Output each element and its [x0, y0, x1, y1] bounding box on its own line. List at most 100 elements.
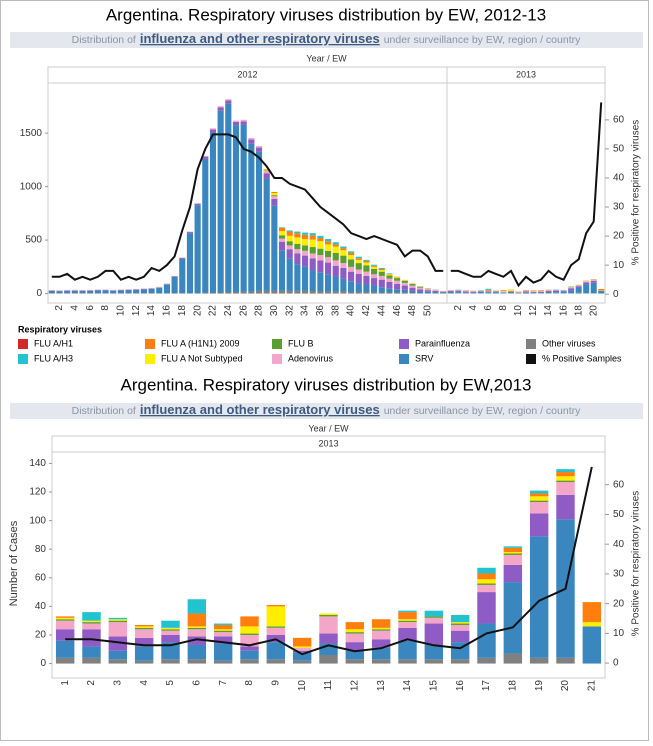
- bar-segment: [164, 284, 170, 293]
- bar-segment: [294, 264, 300, 291]
- bar-segment: [504, 654, 522, 664]
- bar-segment: [425, 292, 431, 293]
- bar-segment: [356, 258, 362, 260]
- bar-segment: [346, 629, 364, 632]
- bar-segment: [409, 293, 415, 294]
- bar-segment: [325, 274, 331, 291]
- bar-segment: [508, 291, 514, 292]
- bar-segment: [79, 293, 85, 294]
- bar-segment: [118, 290, 124, 293]
- bar-segment: [402, 286, 408, 290]
- bar-segment: [56, 618, 74, 619]
- bar-segment: [379, 272, 385, 276]
- bar-segment: [500, 293, 506, 294]
- bar-segment: [333, 276, 339, 291]
- x-tick-label: 7: [218, 680, 229, 686]
- bar-segment: [210, 128, 216, 129]
- bar-segment: [135, 625, 153, 626]
- bar-segment: [556, 476, 574, 480]
- bar-segment: [425, 293, 431, 294]
- bar-segment: [233, 121, 239, 122]
- bar-segment: [188, 628, 206, 629]
- bar-segment: [195, 204, 201, 206]
- bar-segment: [425, 645, 443, 659]
- bar-segment: [568, 288, 574, 290]
- bar-segment: [214, 624, 232, 625]
- bar-segment: [164, 293, 170, 294]
- bar-segment: [82, 622, 100, 623]
- bar-segment: [195, 205, 201, 293]
- bar-segment: [448, 292, 454, 293]
- bar-segment: [348, 281, 354, 292]
- bar-segment: [310, 233, 316, 235]
- x-tick-label: 2: [453, 305, 464, 311]
- bar-segment: [133, 289, 139, 290]
- bar-segment: [82, 646, 100, 657]
- bar-segment: [149, 289, 155, 293]
- bar-segment: [264, 179, 270, 291]
- bar-segment: [371, 278, 377, 285]
- x-tick-label: 16: [162, 305, 173, 317]
- bar-segment: [556, 495, 574, 519]
- bar-segment: [202, 159, 208, 293]
- y-tick-label: 0: [40, 658, 46, 669]
- bar-segment: [133, 293, 139, 294]
- x-tick-label: 22: [208, 305, 219, 317]
- bar-segment: [271, 205, 277, 291]
- bar-segment: [325, 291, 331, 293]
- bar-segment: [294, 244, 300, 249]
- bar-segment: [556, 658, 574, 664]
- bar-segment: [267, 605, 285, 606]
- bar-segment: [241, 120, 247, 122]
- bar-segment: [440, 291, 446, 292]
- bar-segment: [371, 286, 377, 292]
- bar-segment: [161, 631, 179, 635]
- bar-segment: [325, 251, 331, 257]
- bar-segment: [531, 290, 537, 291]
- bar-segment: [133, 290, 139, 293]
- bar-segment: [310, 270, 316, 291]
- bar-segment: [279, 238, 285, 241]
- bar-segment: [556, 469, 574, 472]
- y2-tick-label: 30: [613, 202, 625, 213]
- bar-segment: [425, 616, 443, 617]
- bar-segment: [164, 284, 170, 285]
- bar-segment: [493, 292, 499, 293]
- bar-segment: [398, 659, 416, 663]
- bar-segment: [402, 283, 408, 286]
- bar-segment: [346, 632, 364, 633]
- y2-axis-title: % Positive for respiratory viruses: [631, 120, 642, 266]
- bar-segment: [348, 267, 354, 272]
- bar-segment: [538, 292, 544, 293]
- x-tick-label: 4: [69, 305, 80, 311]
- y-tick-label: 120: [29, 487, 46, 498]
- bar-segment: [172, 293, 178, 294]
- subtitle-text: under surveillance by EW, region / count…: [384, 405, 581, 417]
- bar-segment: [576, 286, 582, 287]
- bar-segment: [82, 629, 100, 646]
- bar-segment: [72, 293, 78, 294]
- bar-segment: [504, 582, 522, 653]
- bar-segment: [485, 292, 491, 293]
- bar-segment: [451, 622, 469, 623]
- bar-segment: [363, 263, 369, 266]
- bar-segment: [109, 618, 127, 619]
- x-tick-label: 8: [244, 680, 255, 686]
- x-tick-label: 20: [192, 305, 203, 317]
- y2-tick-label: 40: [613, 539, 625, 550]
- bar-segment: [156, 293, 162, 294]
- x-tick-label: 9: [270, 680, 281, 686]
- bar-segment: [530, 502, 548, 513]
- bar-segment: [109, 621, 127, 622]
- bar-segment: [271, 199, 277, 205]
- x-tick-label: 19: [534, 680, 545, 692]
- bar-segment: [504, 552, 522, 553]
- bar-segment: [553, 292, 559, 293]
- bar-segment: [470, 291, 476, 292]
- bar-segment: [214, 644, 232, 661]
- bar-segment: [248, 140, 254, 144]
- bar-segment: [64, 293, 70, 294]
- bar-segment: [141, 289, 147, 293]
- x-tick-label: 24: [223, 305, 234, 317]
- bar-segment: [325, 244, 331, 250]
